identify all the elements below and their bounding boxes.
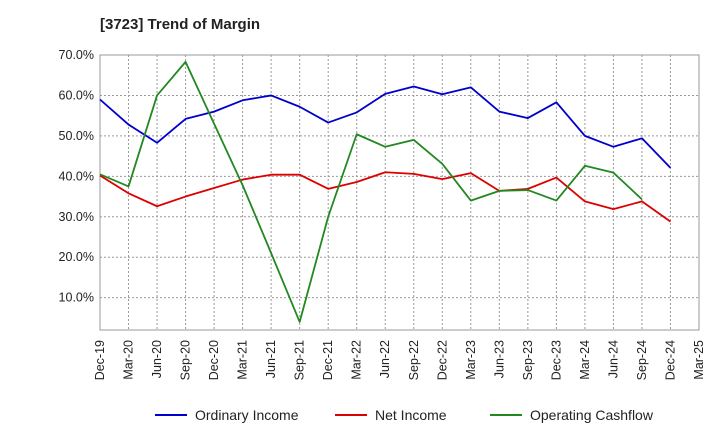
x-tick-label: Mar-20 [122,340,136,380]
series-line-operating-cashflow [99,60,643,323]
x-tick-label: Dec-21 [321,340,335,380]
x-tick-label: Sep-22 [407,340,421,380]
y-axis-ticks: 10.0% 20.0% 30.0% 40.0% 50.0% 60.0% 70.0% [59,48,94,305]
y-tick-label: 20.0% [59,250,94,264]
x-tick-label: Jun-20 [150,340,164,378]
series-line-ordinary-income [99,85,672,169]
y-tick-label: 40.0% [59,169,94,183]
x-tick-label: Mar-22 [350,340,364,380]
x-tick-label: Sep-21 [293,340,307,380]
x-tick-label: Dec-24 [663,340,677,380]
legend-label-net-income: Net Income [375,407,447,423]
x-tick-label: Dec-22 [435,340,449,380]
y-tick-label: 10.0% [59,291,94,305]
series-line-net-income [99,171,672,223]
y-tick-label: 60.0% [59,88,94,102]
x-tick-label: Dec-20 [207,340,221,380]
x-tick-label: Jun-24 [606,340,620,378]
x-tick-label: Jun-23 [492,340,506,378]
x-tick-label: Jun-21 [264,340,278,378]
x-tick-label: Mar-25 [692,340,706,380]
grid-lines [100,55,699,330]
chart-title: [3723] Trend of Margin [100,16,261,33]
y-tick-label: 50.0% [59,129,94,143]
legend-label-operating-cashflow: Operating Cashflow [530,407,654,423]
x-tick-label: Mar-24 [578,340,592,380]
x-tick-label: Jun-22 [378,340,392,378]
y-tick-label: 30.0% [59,210,94,224]
plot-area [99,54,700,331]
legend: Ordinary Income Net Income Operating Cashf… [155,407,654,423]
x-axis-ticks: Dec-19 Mar-20 Jun-20 Sep-20 Dec-20 Mar-21 Jun-… [93,340,706,380]
y-tick-label: 70.0% [59,48,94,62]
x-tick-label: Dec-19 [93,340,107,380]
legend-label-ordinary-income: Ordinary Income [195,407,299,423]
x-tick-label: Sep-20 [179,340,193,380]
x-tick-label: Sep-24 [635,340,649,380]
x-tick-label: Dec-23 [549,340,563,380]
x-tick-label: Mar-23 [464,340,478,380]
series-lines [99,60,672,323]
x-tick-label: Mar-21 [236,340,250,380]
x-tick-label: Sep-23 [521,340,535,380]
